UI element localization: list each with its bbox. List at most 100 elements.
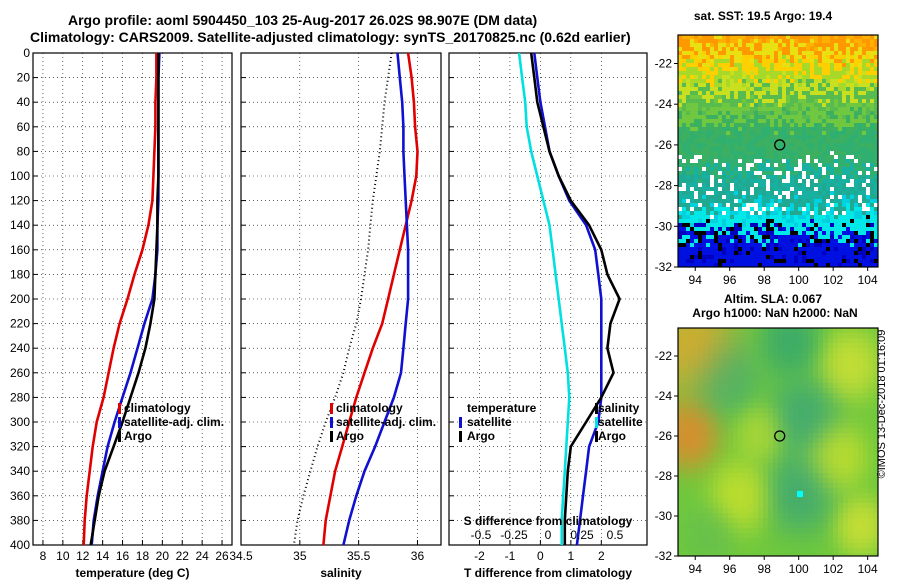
map-cell xyxy=(822,67,826,71)
map-cell xyxy=(806,231,810,235)
map-cell xyxy=(846,119,850,123)
map-cell xyxy=(806,255,810,259)
map-cell xyxy=(728,413,733,418)
map-cell xyxy=(726,135,730,139)
map-cell xyxy=(786,115,790,119)
map-cell xyxy=(858,187,862,191)
map-cell xyxy=(858,239,862,243)
map-cell xyxy=(842,207,846,211)
map-cell xyxy=(710,111,714,115)
map-cell xyxy=(726,211,730,215)
map-cell xyxy=(766,39,770,43)
map-cell xyxy=(818,175,822,179)
map-cell xyxy=(858,508,863,513)
map-cell xyxy=(842,75,846,79)
map-cell xyxy=(826,119,830,123)
y-tick-label: 180 xyxy=(10,267,30,281)
map-cell xyxy=(762,151,766,155)
map-cell xyxy=(850,263,854,267)
map-cell xyxy=(822,179,826,183)
map-cell xyxy=(778,103,782,107)
map-cell xyxy=(788,368,793,373)
map-cell xyxy=(693,398,698,403)
map-cell xyxy=(868,353,873,358)
map-cell xyxy=(823,328,828,333)
map-cell xyxy=(874,79,878,83)
map-cell xyxy=(866,55,870,59)
map-cell xyxy=(823,333,828,338)
map-cell xyxy=(693,358,698,363)
map-cell xyxy=(850,243,854,247)
map-cell xyxy=(786,35,790,39)
map-cell xyxy=(714,119,718,123)
y-tick-label: 340 xyxy=(10,464,30,478)
map-cell xyxy=(703,448,708,453)
map-cell xyxy=(702,159,706,163)
map-cell xyxy=(866,75,870,79)
map-cell xyxy=(730,231,734,235)
map-cell xyxy=(743,508,748,513)
map-cell xyxy=(823,523,828,528)
map-cell xyxy=(693,543,698,548)
map-cell xyxy=(788,488,793,493)
map-cell xyxy=(814,59,818,63)
map-cell xyxy=(738,167,742,171)
map-cell xyxy=(858,543,863,548)
map-cell xyxy=(786,171,790,175)
map-cell xyxy=(713,523,718,528)
map-cell xyxy=(806,99,810,103)
map-cell xyxy=(770,159,774,163)
map-cell xyxy=(678,163,682,167)
map-cell xyxy=(810,239,814,243)
map-cell xyxy=(734,107,738,111)
map-cell xyxy=(754,167,758,171)
map-cell xyxy=(782,231,786,235)
map-cell xyxy=(768,528,773,533)
map-cell xyxy=(813,528,818,533)
map-cell xyxy=(742,247,746,251)
map-cell xyxy=(798,443,803,448)
map-cell xyxy=(750,47,754,51)
map-cell xyxy=(798,368,803,373)
map-cell xyxy=(730,115,734,119)
map-cell xyxy=(728,378,733,383)
map-cell xyxy=(783,333,788,338)
map-cell xyxy=(863,493,868,498)
map-cell xyxy=(738,473,743,478)
map-cell xyxy=(810,195,814,199)
map-cell xyxy=(854,195,858,199)
map-cell xyxy=(738,75,742,79)
map-cell xyxy=(758,393,763,398)
map-cell xyxy=(758,83,762,87)
map-cell xyxy=(702,119,706,123)
map-cell xyxy=(834,43,838,47)
map-cell xyxy=(822,43,826,47)
map-cell xyxy=(834,147,838,151)
map-cell xyxy=(818,191,822,195)
map-cell xyxy=(788,528,793,533)
map-cell xyxy=(763,488,768,493)
map-cell xyxy=(734,163,738,167)
map-cell xyxy=(748,333,753,338)
map-cell xyxy=(694,219,698,223)
map-cell xyxy=(793,333,798,338)
map-cell xyxy=(873,398,878,403)
map-cell xyxy=(738,147,742,151)
map-cell xyxy=(814,259,818,263)
map-cell xyxy=(778,538,783,543)
map-cell xyxy=(830,67,834,71)
map-cell xyxy=(808,393,813,398)
map-cell xyxy=(763,338,768,343)
map-cell xyxy=(703,548,708,553)
map-cell xyxy=(698,247,702,251)
map-cell xyxy=(834,99,838,103)
map-cell xyxy=(814,195,818,199)
map-cell xyxy=(718,71,722,75)
map-cell xyxy=(766,235,770,239)
map-cell xyxy=(870,95,874,99)
map-cell xyxy=(833,478,838,483)
map-cell xyxy=(750,255,754,259)
map-cell xyxy=(834,259,838,263)
map-cell xyxy=(728,353,733,358)
map-cell xyxy=(763,373,768,378)
